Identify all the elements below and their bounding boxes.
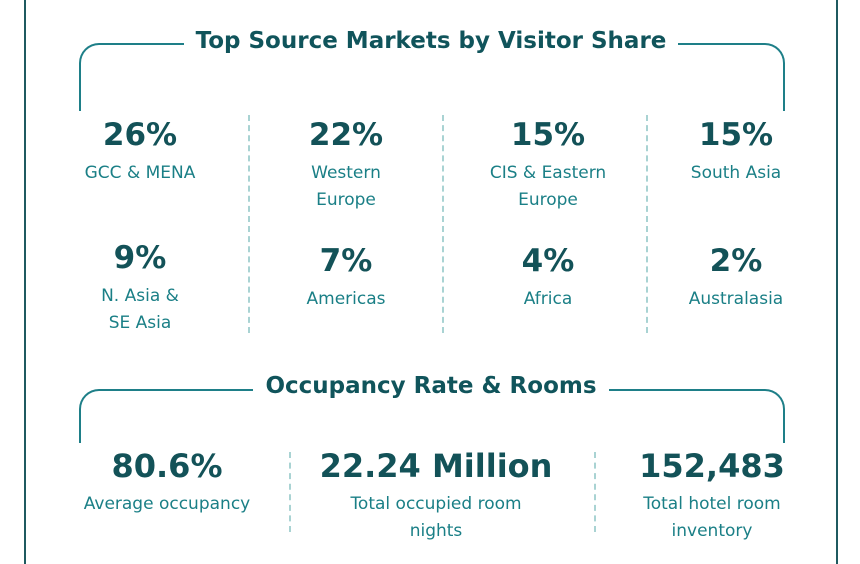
stat-label-line: Europe (518, 190, 578, 210)
stat-value: 152,483 (639, 447, 785, 485)
stat-label: Africa (456, 286, 640, 313)
stat-label-line: N. Asia & (101, 286, 179, 306)
stat-label-line: SE Asia (108, 313, 172, 333)
stat-label: GCC & MENA (56, 160, 224, 187)
stat-value: 15% (510, 117, 586, 153)
stat-label-line: South Asia (690, 163, 782, 183)
markets-title: Top Source Markets by Visitor Share (26, 28, 836, 54)
market-stat-africa: 4% Africa (456, 246, 640, 313)
stat-value: 15% (698, 117, 774, 153)
market-stat-western-europe: 22% Western Europe (262, 120, 430, 214)
stat-label: CIS & Eastern Europe (456, 160, 640, 214)
stat-label: Total occupied room nights (302, 491, 570, 545)
stat-label-line: Africa (523, 289, 573, 309)
markets-divider-3 (646, 115, 648, 333)
stat-label-line: Western (311, 163, 381, 183)
stat-label-line: nights (409, 521, 463, 541)
stat-label: Total hotel room inventory (612, 491, 812, 545)
occupancy-stat-average: 80.6% Average occupancy (66, 450, 268, 518)
occupancy-stat-room-inventory: 152,483 Total hotel room inventory (612, 450, 812, 545)
stat-label: Western Europe (262, 160, 430, 214)
stat-label: South Asia (656, 160, 816, 187)
market-stat-cis-eastern-europe: 15% CIS & Eastern Europe (456, 120, 640, 214)
stat-label-line: Total occupied room (350, 494, 522, 514)
occupancy-stat-room-nights: 22.24 Million Total occupied room nights (302, 450, 570, 545)
markets-divider-2 (442, 115, 444, 333)
stat-value: 9% (113, 240, 167, 276)
stat-value: 80.6% (111, 447, 223, 485)
occupancy-divider-2 (594, 452, 596, 532)
stat-label-line: Australasia (688, 289, 784, 309)
stat-label-line: GCC & MENA (84, 163, 196, 183)
stat-label-line: Europe (316, 190, 376, 210)
stat-label-line: inventory (671, 521, 753, 541)
stat-label-line: Total hotel room (643, 494, 781, 514)
market-stat-n-asia-se-asia: 9% N. Asia & SE Asia (56, 243, 224, 337)
stat-label: Average occupancy (66, 491, 268, 518)
stat-label: Australasia (656, 286, 816, 313)
stat-label-line: Average occupancy (83, 494, 251, 514)
stat-label: Americas (262, 286, 430, 313)
stat-value: 22.24 Million (319, 447, 553, 485)
markets-title-text: Top Source Markets by Visitor Share (183, 28, 679, 54)
occupancy-divider-1 (289, 452, 291, 532)
stat-value: 22% (308, 117, 384, 153)
stat-value: 4% (521, 243, 575, 279)
market-stat-americas: 7% Americas (262, 246, 430, 313)
stat-label: N. Asia & SE Asia (56, 283, 224, 337)
markets-divider-1 (248, 115, 250, 333)
stat-value: 2% (709, 243, 763, 279)
market-stat-south-asia: 15% South Asia (656, 120, 816, 187)
occupancy-title-text: Occupancy Rate & Rooms (253, 373, 609, 399)
stat-value: 7% (319, 243, 373, 279)
occupancy-title: Occupancy Rate & Rooms (26, 373, 836, 399)
stat-label-line: CIS & Eastern (489, 163, 607, 183)
market-stat-australasia: 2% Australasia (656, 246, 816, 313)
stat-value: 26% (102, 117, 178, 153)
infographic-page: Top Source Markets by Visitor Share 26% … (24, 0, 838, 564)
market-stat-gcc-mena: 26% GCC & MENA (56, 120, 224, 187)
stat-label-line: Americas (306, 289, 386, 309)
